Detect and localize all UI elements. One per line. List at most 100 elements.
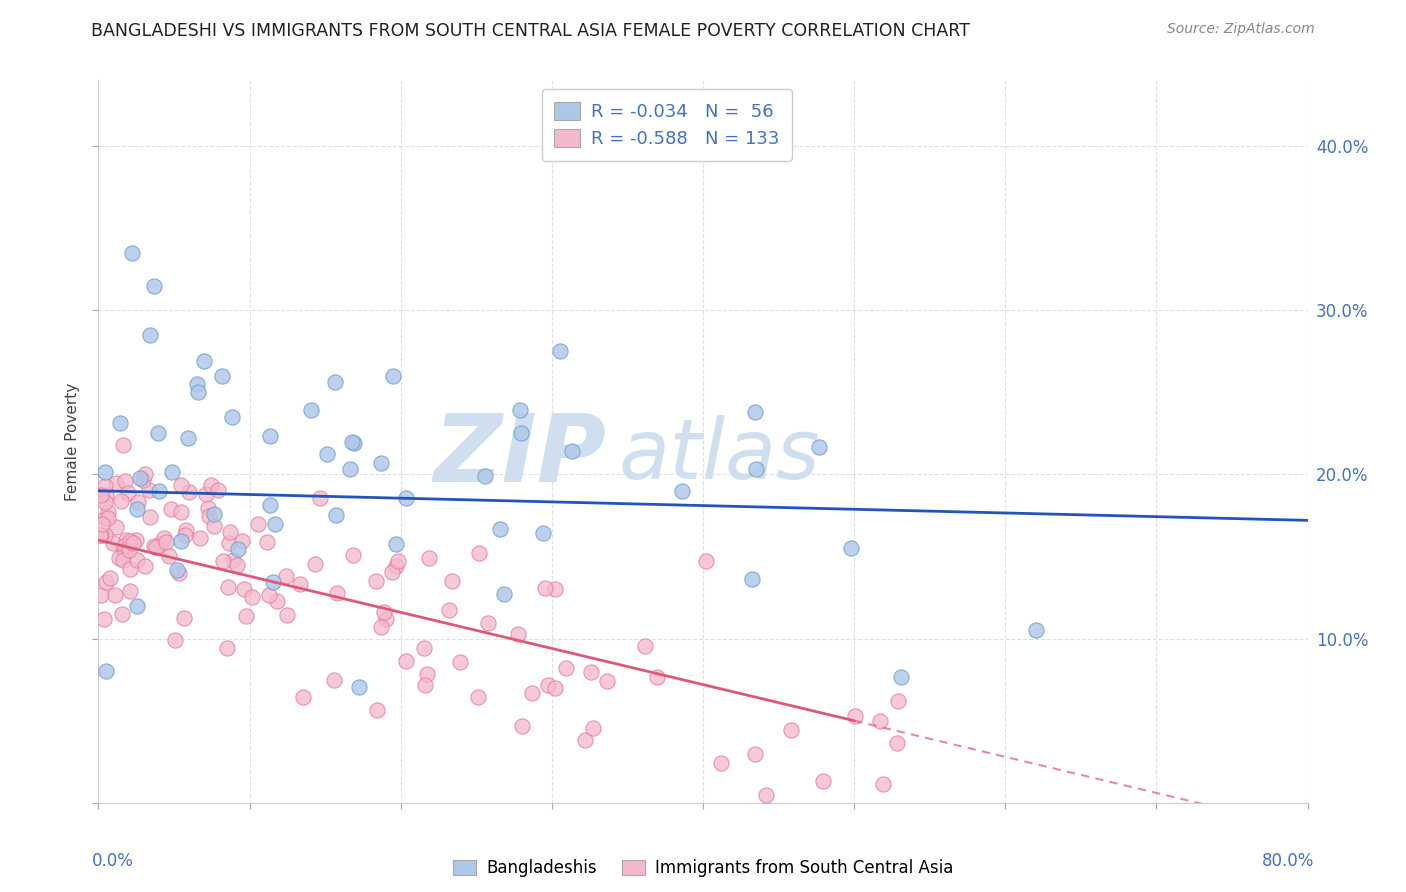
- Point: [94, 465, 117, 479]
- Point: [118, 542, 141, 557]
- Text: 0.0%: 0.0%: [91, 852, 134, 870]
- Point: [170, 505, 193, 519]
- Point: [510, 719, 533, 733]
- Point: [395, 491, 418, 505]
- Point: [177, 431, 200, 445]
- Text: atlas: atlas: [619, 416, 820, 497]
- Point: [543, 582, 565, 596]
- Point: [125, 502, 148, 516]
- Point: [112, 553, 135, 567]
- Point: [887, 693, 910, 707]
- Legend: R = -0.034   N =  56, R = -0.588   N = 133: R = -0.034 N = 56, R = -0.588 N = 133: [541, 89, 792, 161]
- Point: [259, 498, 281, 512]
- Point: [90, 488, 112, 502]
- Point: [342, 548, 364, 562]
- Point: [309, 491, 332, 506]
- Point: [811, 773, 834, 788]
- Point: [262, 575, 284, 590]
- Point: [468, 546, 491, 560]
- Point: [477, 615, 499, 630]
- Point: [187, 385, 209, 400]
- Point: [323, 673, 346, 687]
- Point: [437, 603, 460, 617]
- Point: [146, 426, 169, 441]
- Point: [440, 574, 463, 589]
- Point: [101, 536, 124, 550]
- Point: [387, 554, 409, 568]
- Point: [105, 475, 128, 490]
- Point: [166, 563, 188, 577]
- Point: [94, 478, 117, 492]
- Point: [671, 483, 693, 498]
- Point: [370, 456, 392, 470]
- Point: [534, 582, 557, 596]
- Point: [108, 417, 131, 431]
- Point: [170, 533, 193, 548]
- Point: [340, 434, 363, 449]
- Point: [381, 566, 404, 580]
- Point: [114, 546, 136, 560]
- Point: [159, 502, 181, 516]
- Point: [343, 436, 366, 450]
- Point: [202, 508, 225, 522]
- Point: [193, 354, 215, 368]
- Point: [112, 438, 135, 452]
- Point: [111, 607, 134, 621]
- Point: [808, 440, 831, 454]
- Point: [489, 522, 512, 536]
- Point: [741, 572, 763, 586]
- Point: [128, 471, 150, 485]
- Point: [382, 368, 405, 383]
- Point: [125, 599, 148, 614]
- Point: [115, 533, 138, 548]
- Point: [165, 632, 187, 647]
- Point: [108, 550, 131, 565]
- Point: [197, 500, 219, 515]
- Point: [200, 477, 222, 491]
- Point: [755, 788, 778, 802]
- Point: [125, 553, 148, 567]
- Point: [170, 478, 193, 492]
- Point: [186, 377, 208, 392]
- Text: ZIP: ZIP: [433, 410, 606, 502]
- Text: 80.0%: 80.0%: [1263, 852, 1315, 870]
- Point: [134, 559, 156, 574]
- Point: [149, 537, 172, 551]
- Point: [148, 484, 170, 499]
- Point: [474, 469, 496, 483]
- Point: [134, 467, 156, 481]
- Point: [90, 588, 112, 602]
- Point: [97, 510, 120, 524]
- Point: [395, 654, 418, 668]
- Point: [373, 605, 395, 619]
- Point: [104, 520, 127, 534]
- Point: [467, 690, 489, 704]
- Point: [111, 541, 134, 556]
- Point: [299, 403, 322, 417]
- Point: [634, 639, 657, 653]
- Point: [139, 327, 162, 342]
- Point: [574, 733, 596, 747]
- Point: [508, 627, 530, 641]
- Point: [218, 525, 240, 540]
- Point: [385, 536, 408, 550]
- Point: [844, 709, 866, 723]
- Point: [114, 475, 136, 489]
- Point: [142, 278, 165, 293]
- Point: [710, 756, 733, 771]
- Point: [139, 510, 162, 524]
- Point: [90, 516, 112, 531]
- Point: [292, 690, 315, 705]
- Point: [94, 574, 117, 589]
- Point: [370, 620, 392, 634]
- Point: [207, 483, 229, 498]
- Point: [412, 640, 434, 655]
- Point: [418, 550, 440, 565]
- Point: [326, 586, 349, 600]
- Point: [202, 519, 225, 533]
- Point: [1024, 624, 1046, 638]
- Point: [122, 536, 145, 550]
- Point: [263, 517, 285, 532]
- Legend: Bangladeshis, Immigrants from South Central Asia: Bangladeshis, Immigrants from South Cent…: [446, 853, 960, 884]
- Point: [173, 528, 195, 542]
